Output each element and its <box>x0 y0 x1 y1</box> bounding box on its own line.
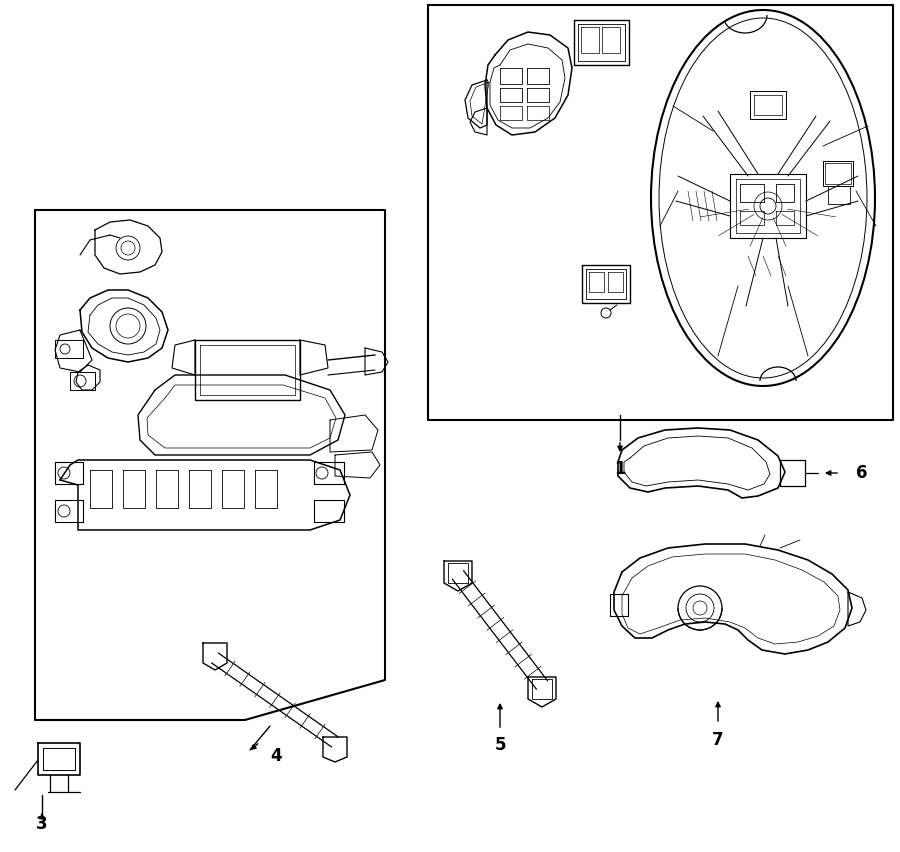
Text: 1: 1 <box>614 460 626 478</box>
Text: 7: 7 <box>712 731 724 749</box>
Text: 4: 4 <box>270 747 282 765</box>
Text: 5: 5 <box>494 736 506 754</box>
Text: 6: 6 <box>856 464 868 482</box>
Text: 3: 3 <box>36 815 48 833</box>
